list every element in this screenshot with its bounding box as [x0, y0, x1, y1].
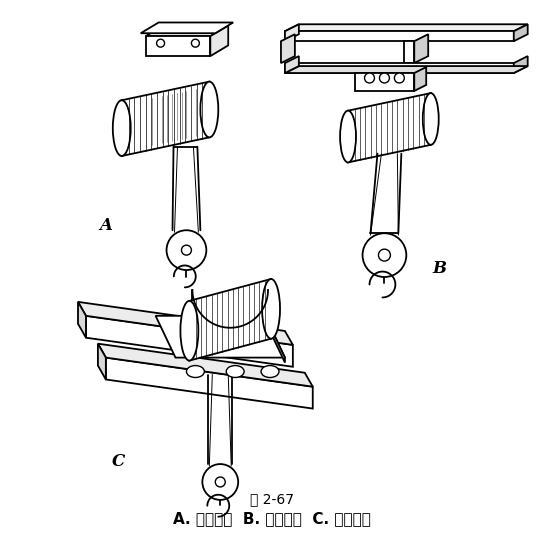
Polygon shape — [404, 41, 414, 63]
Polygon shape — [414, 34, 428, 63]
Polygon shape — [285, 31, 514, 41]
Text: C: C — [112, 452, 125, 470]
Circle shape — [365, 73, 374, 83]
Polygon shape — [146, 26, 228, 36]
Ellipse shape — [201, 82, 219, 137]
Polygon shape — [265, 316, 285, 362]
Ellipse shape — [261, 366, 279, 377]
Polygon shape — [98, 344, 106, 380]
Text: A: A — [99, 217, 112, 234]
Circle shape — [362, 233, 407, 277]
Polygon shape — [141, 23, 233, 33]
Polygon shape — [285, 66, 528, 73]
Polygon shape — [156, 316, 285, 357]
Polygon shape — [146, 36, 210, 56]
Circle shape — [167, 230, 207, 270]
Ellipse shape — [226, 366, 244, 377]
Polygon shape — [285, 56, 299, 73]
Circle shape — [378, 249, 390, 261]
Polygon shape — [414, 67, 426, 91]
Text: 图 2-67: 图 2-67 — [250, 492, 294, 506]
Ellipse shape — [180, 301, 198, 361]
Circle shape — [215, 477, 225, 487]
Circle shape — [181, 245, 191, 255]
Text: A. 固定式；  B. 单轨式；  C. 双轨梁式: A. 固定式； B. 单轨式； C. 双轨梁式 — [173, 511, 371, 526]
Ellipse shape — [340, 110, 356, 163]
Polygon shape — [355, 73, 414, 91]
Polygon shape — [285, 24, 299, 41]
Ellipse shape — [186, 366, 204, 377]
Polygon shape — [514, 56, 528, 73]
Polygon shape — [285, 63, 514, 73]
Polygon shape — [122, 82, 209, 156]
Circle shape — [395, 73, 404, 83]
Ellipse shape — [423, 93, 439, 145]
Circle shape — [156, 39, 165, 47]
Polygon shape — [78, 302, 293, 345]
Ellipse shape — [262, 279, 280, 339]
Circle shape — [191, 39, 199, 47]
Polygon shape — [189, 279, 271, 361]
Polygon shape — [98, 344, 313, 387]
Polygon shape — [281, 34, 295, 63]
Polygon shape — [78, 302, 86, 337]
Ellipse shape — [113, 100, 131, 156]
Polygon shape — [106, 357, 313, 408]
Circle shape — [202, 464, 238, 500]
Polygon shape — [514, 24, 528, 41]
Polygon shape — [285, 24, 528, 31]
Polygon shape — [86, 316, 293, 367]
Polygon shape — [348, 93, 431, 163]
Circle shape — [379, 73, 389, 83]
Polygon shape — [210, 26, 228, 56]
Text: B: B — [432, 260, 446, 276]
